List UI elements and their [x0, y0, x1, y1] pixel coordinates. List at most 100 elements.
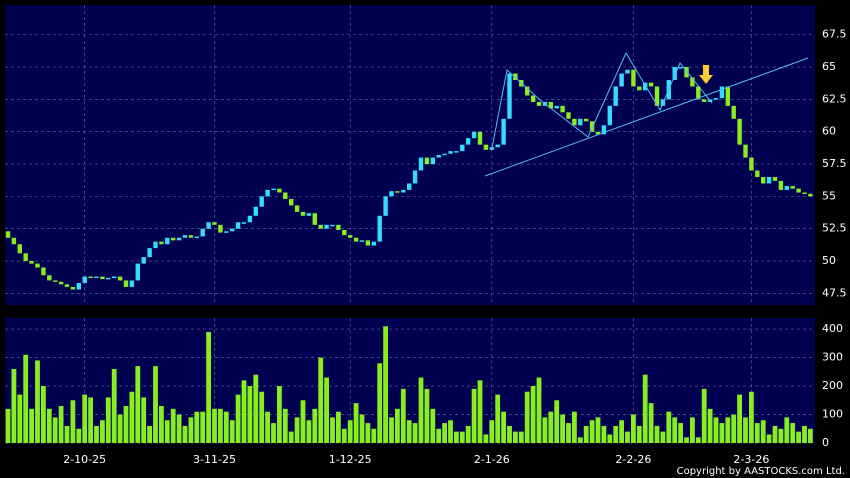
candle — [294, 205, 300, 212]
volume-bar — [625, 431, 630, 443]
candle — [253, 206, 258, 216]
candle — [271, 188, 276, 191]
candle — [135, 263, 140, 281]
candle — [619, 73, 624, 87]
candle — [436, 155, 441, 158]
candle — [631, 69, 636, 87]
candle — [224, 231, 229, 233]
volume-bar — [100, 420, 105, 443]
candle — [784, 186, 789, 190]
volume-bar — [194, 411, 200, 443]
candle — [719, 86, 725, 99]
candle — [353, 237, 359, 242]
volume-bar — [64, 425, 70, 443]
volume-bar — [459, 431, 465, 443]
candle — [194, 236, 199, 238]
candle — [330, 224, 335, 227]
volume-bar — [784, 417, 790, 443]
candle — [696, 86, 701, 100]
volume-bar — [400, 388, 406, 443]
volume-bar — [76, 428, 82, 443]
candle — [501, 118, 506, 145]
volume-bar — [218, 408, 223, 443]
candle — [200, 228, 205, 237]
volume-bar — [141, 397, 147, 443]
candle — [206, 222, 211, 229]
candle — [702, 99, 707, 102]
volume-bar — [88, 397, 93, 443]
candle — [11, 237, 17, 245]
candle — [513, 73, 518, 80]
volume-bar — [223, 411, 229, 443]
volume-bar — [489, 420, 495, 443]
x-tick-label: 2-1-26 — [474, 453, 510, 466]
candle — [560, 105, 565, 113]
candle — [678, 67, 683, 69]
candle — [17, 244, 22, 254]
volume-bar — [5, 408, 11, 443]
candle — [796, 188, 801, 193]
volume-bar — [182, 425, 188, 443]
candle — [471, 131, 477, 139]
candle — [35, 263, 40, 268]
candle — [460, 144, 465, 152]
y-tick-label: 50 — [822, 254, 836, 267]
volume-bar — [35, 360, 40, 443]
volume-bar — [235, 394, 241, 443]
volume-bar — [436, 428, 442, 443]
candle — [283, 192, 288, 199]
volume-bar — [513, 431, 518, 443]
volume-bar — [495, 394, 501, 443]
candle — [306, 213, 312, 216]
volume-bar — [583, 425, 589, 443]
x-tick-label: 3-11-25 — [193, 453, 236, 466]
volume-bar — [188, 417, 194, 443]
volume-bar — [212, 408, 217, 443]
candle — [637, 86, 642, 91]
candle — [725, 86, 730, 106]
candle — [613, 86, 618, 106]
volume-bar — [448, 420, 453, 443]
volume-bar — [58, 405, 64, 443]
candle — [182, 235, 188, 238]
volume-bar — [678, 423, 683, 443]
volume-bar — [123, 405, 129, 443]
candle — [424, 157, 430, 165]
volume-bar — [572, 411, 577, 443]
candle — [548, 101, 553, 109]
candle — [578, 118, 583, 126]
candle — [802, 192, 807, 194]
candle — [300, 211, 306, 216]
volume-bar — [477, 380, 483, 443]
candle — [808, 193, 813, 197]
volume-bar — [754, 423, 760, 443]
volume-bar — [483, 434, 489, 443]
candle — [348, 235, 353, 238]
candle — [289, 198, 294, 206]
volume-bar — [766, 434, 772, 443]
volume-bar — [743, 417, 748, 443]
volume-bar — [542, 417, 548, 443]
y-tick-label: 100 — [822, 408, 843, 421]
candle — [94, 276, 99, 279]
volume-bar — [613, 425, 619, 443]
x-tick-label: 2-10-25 — [63, 453, 106, 466]
volume-bar — [619, 420, 624, 443]
candle — [536, 101, 542, 106]
volume-bar — [648, 403, 654, 443]
candle — [477, 131, 483, 145]
volume-bar — [259, 391, 265, 443]
candle — [507, 73, 512, 119]
y-tick-label: 65 — [822, 60, 836, 73]
candle — [530, 95, 536, 102]
y-tick-label: 55 — [822, 189, 836, 202]
volume-bar — [82, 394, 88, 443]
volume-bar — [153, 366, 158, 443]
x-tick-label: 1-12-25 — [329, 453, 372, 466]
candle — [159, 241, 164, 245]
volume-bar — [70, 400, 76, 443]
candle — [188, 235, 194, 238]
candle — [82, 276, 87, 284]
candle — [23, 253, 28, 262]
volume-bar — [577, 437, 583, 443]
